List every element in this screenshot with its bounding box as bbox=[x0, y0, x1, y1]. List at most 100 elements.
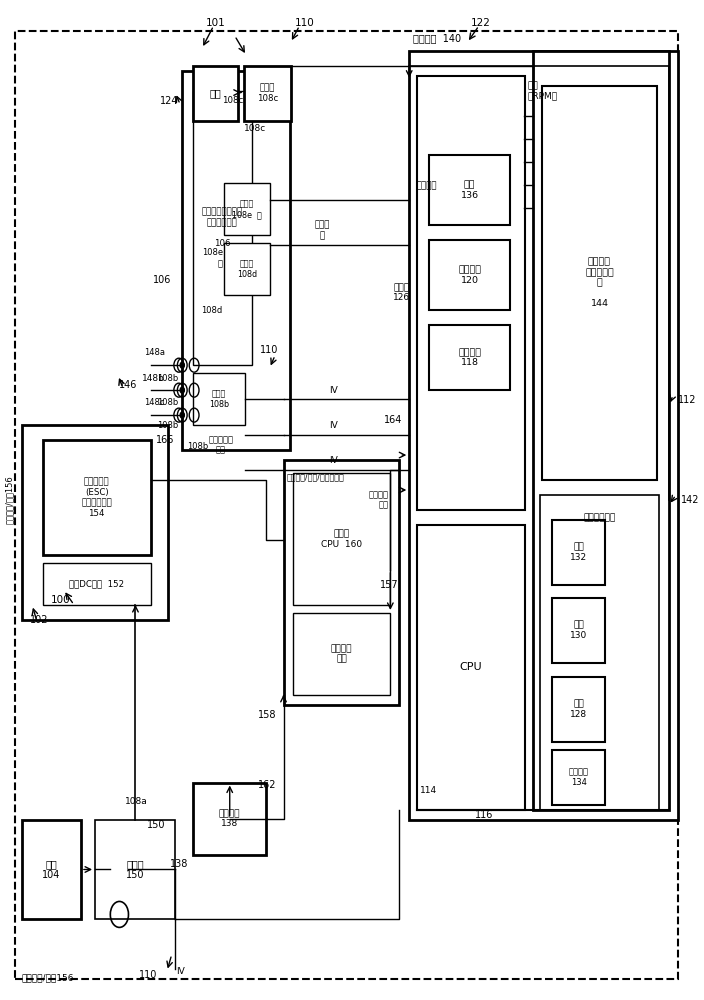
Bar bbox=[417, 525, 525, 810]
Text: 数据存储
装置: 数据存储 装置 bbox=[331, 644, 352, 663]
Text: IV: IV bbox=[329, 456, 337, 465]
Bar bbox=[541, 495, 659, 810]
Text: 交通工具/系统156: 交通工具/系统156 bbox=[4, 476, 13, 524]
Text: 106: 106 bbox=[153, 275, 172, 285]
Text: 功率效率
134: 功率效率 134 bbox=[569, 767, 589, 787]
Text: 用户接口
138: 用户接口 138 bbox=[219, 809, 240, 828]
Bar bbox=[224, 243, 270, 295]
Bar bbox=[429, 325, 510, 390]
Bar bbox=[193, 91, 252, 365]
Text: 温度、等: 温度、等 bbox=[416, 181, 436, 190]
Text: 148a: 148a bbox=[144, 348, 165, 357]
Bar bbox=[193, 783, 266, 855]
Text: 110: 110 bbox=[294, 18, 314, 28]
Bar bbox=[542, 86, 657, 480]
Text: 传感器
108b: 传感器 108b bbox=[209, 389, 229, 409]
Text: 健康状况
120: 健康状况 120 bbox=[458, 266, 481, 285]
Text: CPU: CPU bbox=[460, 662, 482, 672]
Circle shape bbox=[180, 362, 184, 368]
Text: 功能组
CPU  160: 功能组 CPU 160 bbox=[321, 529, 362, 549]
Bar bbox=[182, 71, 291, 450]
Bar bbox=[553, 750, 605, 805]
Text: 108d: 108d bbox=[201, 306, 222, 315]
Text: 108c: 108c bbox=[222, 96, 244, 105]
Text: 数据存储装置: 数据存储装置 bbox=[584, 513, 616, 522]
Text: 108b: 108b bbox=[187, 442, 208, 451]
Text: 150: 150 bbox=[147, 820, 166, 830]
Text: 负载: 负载 bbox=[210, 88, 221, 98]
Text: 微功率计  140: 微功率计 140 bbox=[413, 34, 461, 44]
Bar bbox=[95, 820, 175, 919]
Text: 100: 100 bbox=[51, 595, 70, 605]
Bar bbox=[43, 440, 151, 555]
Text: 102: 102 bbox=[30, 615, 49, 625]
Text: 传感器
108c: 传感器 108c bbox=[257, 83, 278, 103]
Bar bbox=[429, 240, 510, 310]
Text: 116: 116 bbox=[474, 810, 493, 820]
Text: 运行效率
118: 运行效率 118 bbox=[458, 348, 481, 367]
Text: 108e: 108e bbox=[201, 248, 222, 257]
Text: 温度
128: 温度 128 bbox=[570, 700, 587, 719]
Text: 振动
130: 振动 130 bbox=[570, 621, 587, 640]
Text: 交通工具/系统/飞行控制器: 交通工具/系统/飞行控制器 bbox=[287, 472, 345, 481]
Bar bbox=[193, 373, 245, 425]
Text: 108b: 108b bbox=[158, 398, 179, 407]
Text: 温度、
等: 温度、 等 bbox=[314, 221, 329, 240]
Bar bbox=[224, 183, 270, 235]
Text: 112: 112 bbox=[678, 395, 696, 405]
Text: 148c: 148c bbox=[144, 398, 165, 407]
Text: 动作
136: 动作 136 bbox=[460, 181, 479, 200]
Text: 164: 164 bbox=[384, 415, 402, 425]
Bar bbox=[533, 51, 669, 810]
Bar bbox=[417, 76, 525, 510]
Bar bbox=[409, 51, 678, 820]
Text: 等: 等 bbox=[218, 260, 222, 269]
Bar bbox=[553, 677, 605, 742]
Text: 157: 157 bbox=[380, 580, 398, 590]
Text: 101: 101 bbox=[206, 18, 226, 28]
Bar bbox=[284, 460, 398, 705]
Bar bbox=[553, 520, 605, 585]
Text: 传感器
108e  等: 传感器 108e 等 bbox=[232, 200, 262, 219]
Text: 健康状况
信号: 健康状况 信号 bbox=[368, 490, 388, 510]
Circle shape bbox=[180, 412, 184, 418]
Bar bbox=[244, 66, 291, 121]
Bar bbox=[553, 598, 605, 663]
Text: 电源
104: 电源 104 bbox=[42, 859, 61, 880]
Text: 122: 122 bbox=[471, 18, 491, 28]
Bar bbox=[293, 613, 390, 695]
Text: 速度控制器
(ESC)
脉冲宽度调制
154: 速度控制器 (ESC) 脉冲宽度调制 154 bbox=[82, 477, 112, 518]
Text: 146: 146 bbox=[120, 380, 138, 390]
Text: 138: 138 bbox=[170, 859, 188, 869]
Text: 源电压
150: 源电压 150 bbox=[126, 859, 144, 880]
Circle shape bbox=[180, 387, 184, 393]
Text: 158: 158 bbox=[258, 710, 277, 720]
Text: 108c: 108c bbox=[244, 124, 266, 133]
Text: 162: 162 bbox=[258, 780, 277, 790]
Bar bbox=[43, 563, 151, 605]
Text: IV: IV bbox=[329, 386, 337, 395]
Text: 124: 124 bbox=[161, 96, 179, 106]
Text: 锯波DC波形  152: 锯波DC波形 152 bbox=[69, 579, 125, 588]
Text: 模拟前端
可编程模块
块

144: 模拟前端 可编程模块 块 144 bbox=[585, 258, 614, 308]
Text: 交通工具/系统156: 交通工具/系统156 bbox=[22, 973, 74, 982]
Bar bbox=[293, 473, 390, 605]
Text: 114: 114 bbox=[420, 786, 437, 795]
Bar bbox=[22, 820, 81, 919]
Text: IV: IV bbox=[177, 967, 185, 976]
Text: 108b: 108b bbox=[158, 374, 179, 383]
Text: 108a: 108a bbox=[125, 797, 148, 806]
Text: 108b: 108b bbox=[158, 421, 179, 430]
Text: 166: 166 bbox=[156, 435, 174, 445]
Text: 148b: 148b bbox=[142, 374, 165, 383]
Text: 142: 142 bbox=[681, 495, 699, 505]
Text: 传感器
108d: 传感器 108d bbox=[237, 260, 257, 279]
Bar bbox=[22, 425, 168, 620]
Bar bbox=[429, 155, 510, 225]
Text: IV: IV bbox=[329, 421, 337, 430]
Text: 其他
132: 其他 132 bbox=[570, 543, 587, 562]
Text: 功能组
126: 功能组 126 bbox=[393, 283, 410, 302]
Text: 速度
（RPM）: 速度 （RPM） bbox=[528, 81, 558, 100]
Text: 电动马达（无刷直
流电动马达）

106: 电动马达（无刷直 流电动马达） 106 bbox=[202, 208, 243, 248]
Text: 节气门控制
信号: 节气门控制 信号 bbox=[208, 435, 233, 455]
